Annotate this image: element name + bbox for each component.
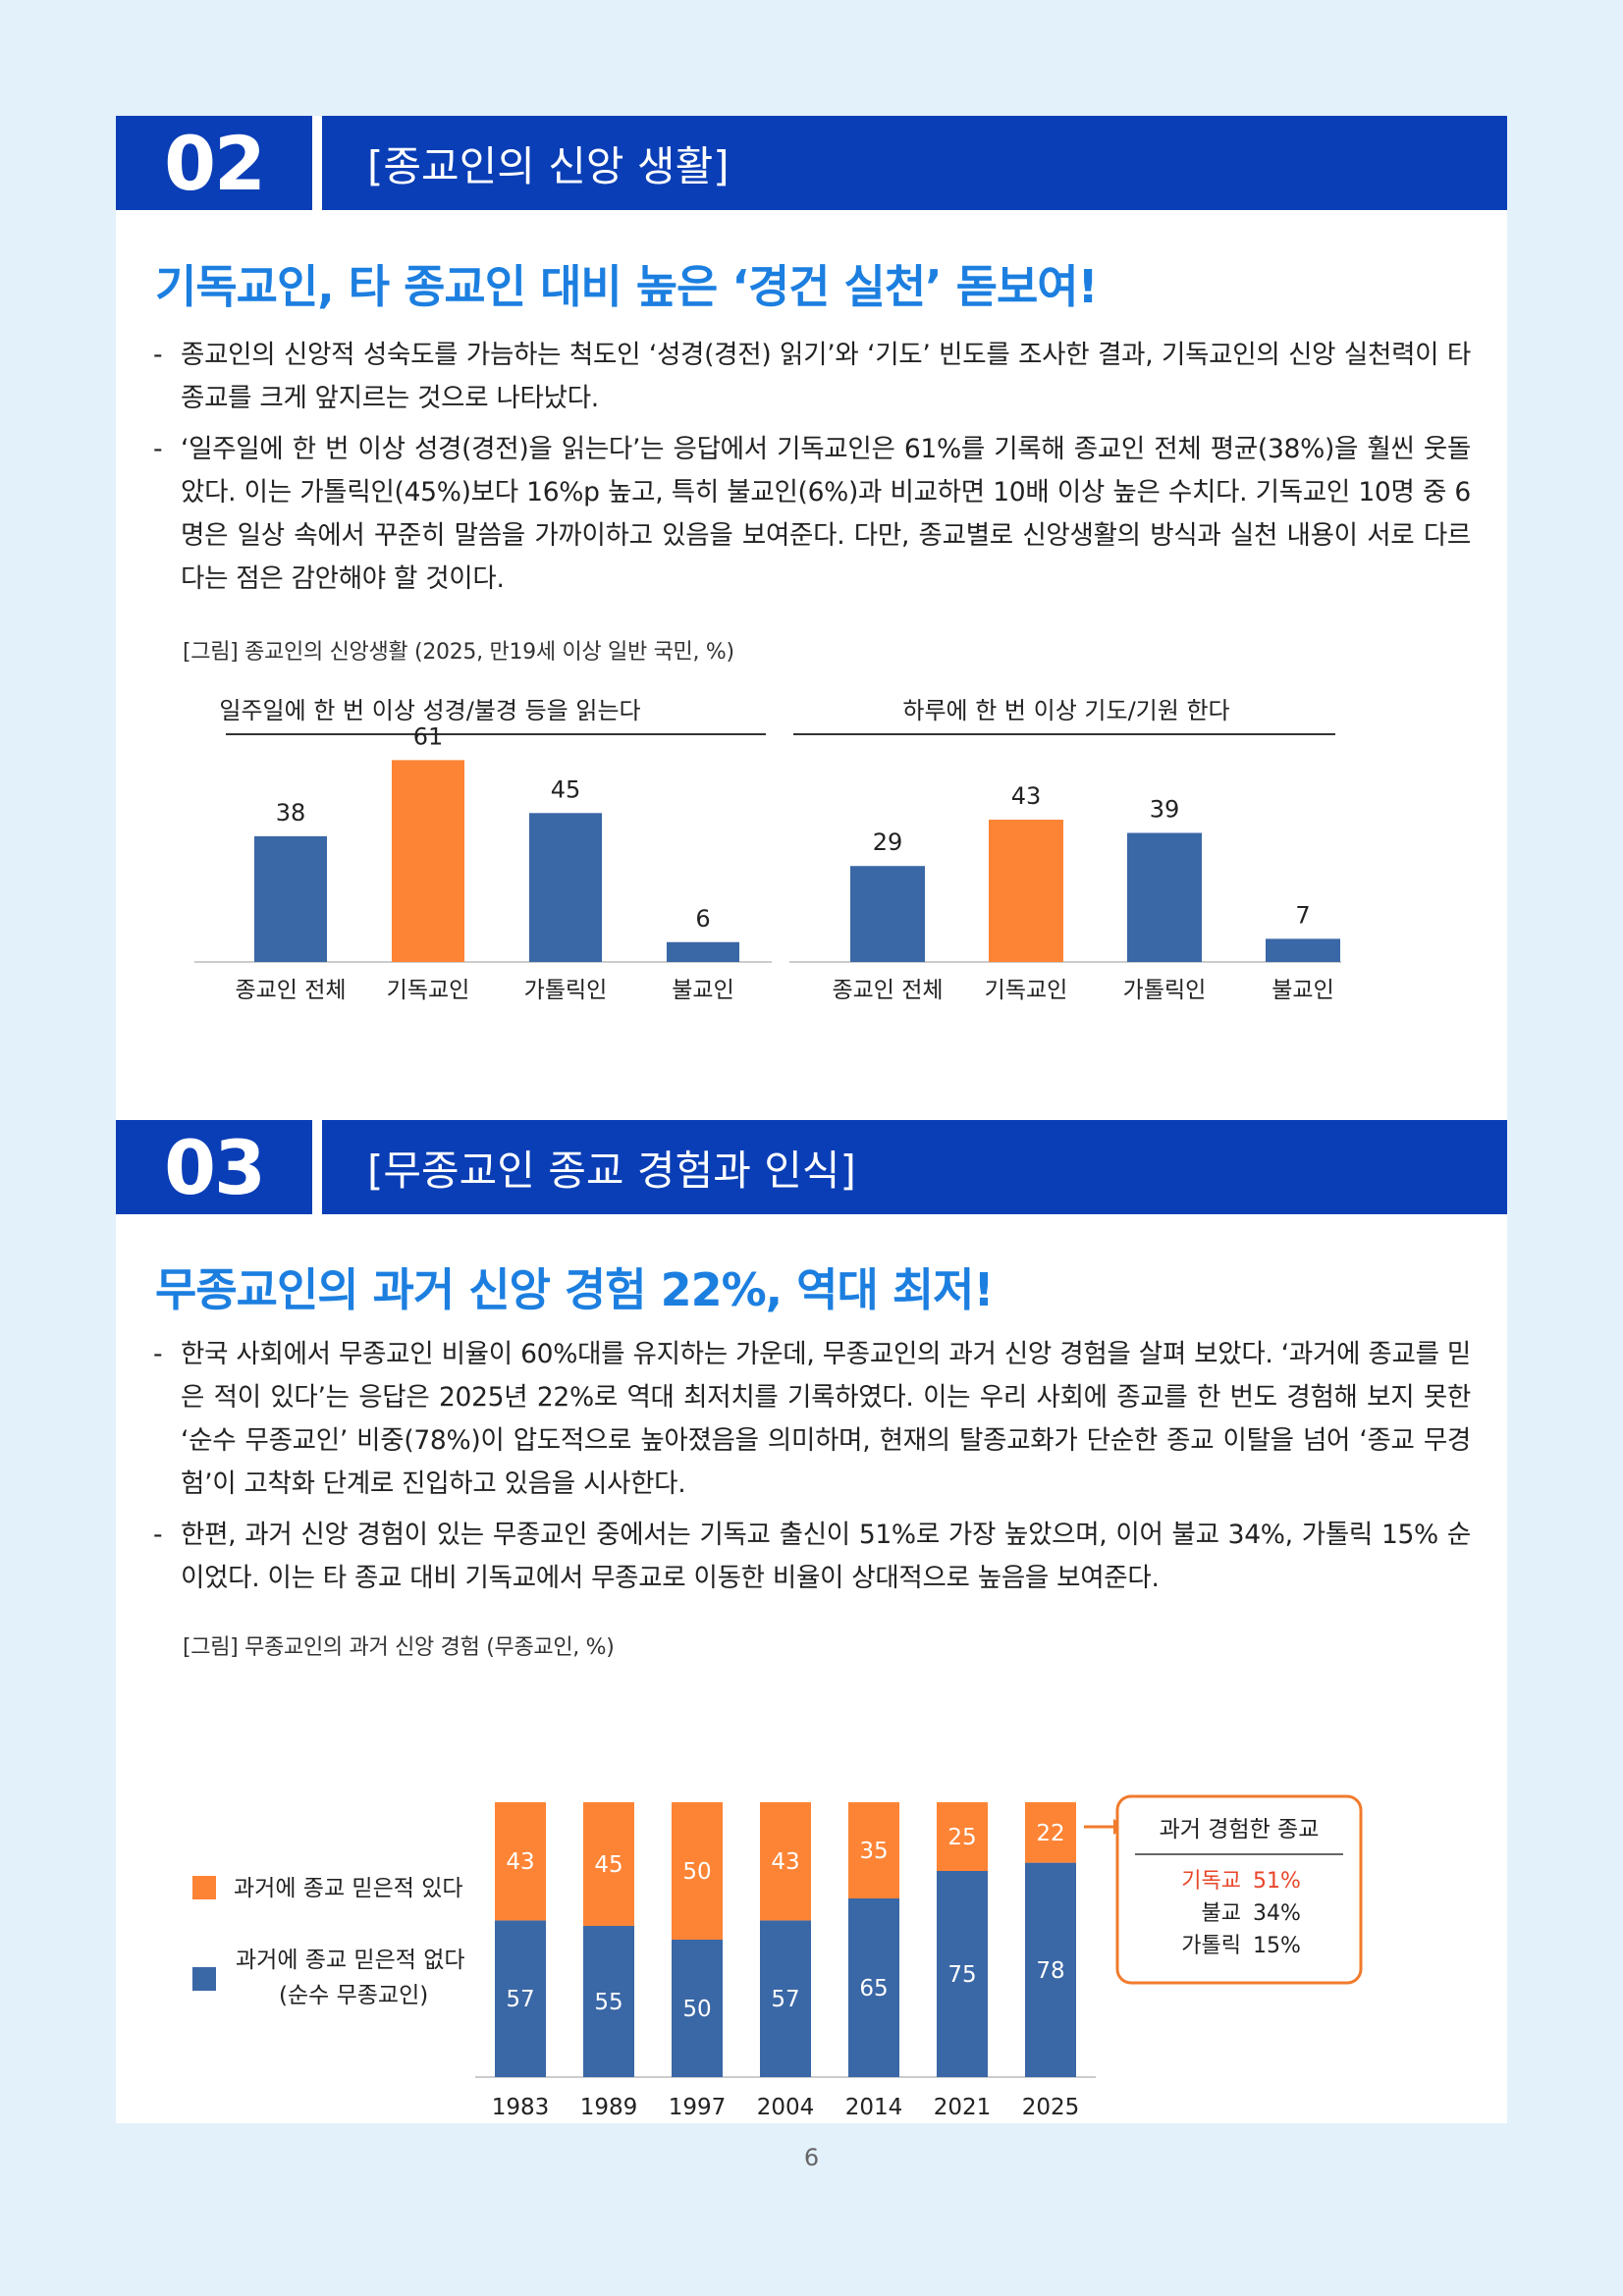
bar-segment-never [937, 1871, 988, 2077]
bullet-item: - 종교인의 신앙적 성숙도를 가늠하는 척도인 ‘성경(경전) 읽기’와 ‘기도… [153, 340, 1471, 413]
year-label: 2021 [934, 2095, 992, 2118]
legend-label: (순수 무종교인) [279, 1983, 428, 2008]
figure-caption: [그림] 종교인의 신앙생활 (2025, 만19세 이상 일반 국민, %) [183, 640, 734, 665]
callout-value: 51% [1253, 1869, 1301, 1894]
bar-segment-past [848, 1802, 899, 1898]
bar-segment-never [848, 1898, 899, 2077]
section-number: 03 [116, 1120, 312, 1214]
year-label: 2004 [757, 2095, 815, 2118]
bar [667, 941, 739, 962]
category-label: 불교인 [1271, 978, 1333, 1003]
bar-segment-past [672, 1802, 723, 1940]
bar [254, 835, 327, 962]
chart-title: 하루에 한 번 이상 기도/기원 한다 [902, 697, 1229, 724]
data-label: 50 [682, 1997, 711, 2022]
section-03-headline: 무종교인의 과거 신앙 경험 22%, 역대 최저! [155, 1263, 994, 1316]
bar-segment-never [583, 1926, 634, 2077]
data-label: 39 [1150, 796, 1180, 824]
bullet-item: - 한편, 과거 신앙 경험이 있는 무종교인 중에서는 기독교 출신이 51%로… [153, 1520, 1471, 1593]
data-label: 38 [276, 799, 306, 827]
report-page: 02 [종교인의 신앙 생활] 기독교인, 타 종교인 대비 높은 ‘경건 실천… [116, 116, 1507, 2123]
bar [529, 813, 602, 962]
data-label: 50 [682, 1859, 711, 1885]
section-02-bullets: - 종교인의 신앙적 성숙도를 가늠하는 척도인 ‘성경(경전) 읽기’와 ‘기도… [153, 334, 1471, 609]
section-title: [종교인의 신앙 생활] [322, 116, 1507, 210]
data-label: 45 [594, 1852, 622, 1878]
data-label: 35 [859, 1839, 888, 1864]
bar-segment-never [495, 1920, 546, 2077]
bar-segment-past [495, 1802, 546, 1921]
data-label: 57 [506, 1987, 534, 2012]
callout-religion: 불교 [1202, 1901, 1241, 1926]
data-label: 75 [947, 1962, 976, 1988]
legend-swatch-never [192, 1967, 216, 1991]
bar [989, 820, 1063, 962]
bullet-item: - ‘일주일에 한 번 이상 성경(경전)을 읽는다’는 응답에서 기독교인은 6… [153, 434, 1471, 594]
data-label: 78 [1036, 1958, 1064, 1984]
bar [850, 866, 925, 962]
category-label: 종교인 전체 [832, 978, 943, 1003]
data-label: 43 [1011, 782, 1042, 810]
data-label: 57 [771, 1987, 799, 2012]
section-number: 02 [116, 116, 312, 210]
bar-segment-past [1025, 1802, 1076, 1863]
category-label: 종교인 전체 [235, 978, 346, 1003]
callout-value: 34% [1253, 1901, 1301, 1926]
stacked-bar-past-religion: 57 43 1983 55 45 1989 50 50 1997 57 43 2004 65 35 2014… [192, 1794, 1363, 2118]
bar-chart-prayer: 하루에 한 번 이상 기도/기원 한다 29 종교인 전체 43 기독교인 39 가톨릭인… [789, 697, 1341, 1003]
callout-religion: 기독교 [1181, 1869, 1241, 1894]
bar-segment-past [583, 1802, 634, 1926]
data-label: 43 [506, 1849, 534, 1875]
page-number: 6 [803, 2144, 820, 2171]
bar-chart-bible-reading: 일주일에 한 번 이상 성경/불경 등을 읽는다 38 종교인 전체 61 기독교인 4… [194, 697, 772, 1003]
section-02-header: 02 [종교인의 신앙 생활] [116, 116, 1507, 210]
year-label: 2014 [845, 2095, 903, 2118]
category-label: 가톨릭인 [524, 978, 608, 1003]
bar-segment-past [937, 1802, 988, 1871]
data-label: 45 [551, 775, 581, 803]
section-02-headline: 기독교인, 타 종교인 대비 높은 ‘경건 실천’ 돋보여! [155, 260, 1099, 313]
data-label: 22 [1036, 1821, 1064, 1846]
category-label: 기독교인 [387, 978, 470, 1003]
chart-title: 일주일에 한 번 이상 성경/불경 등을 읽는다 [219, 697, 640, 724]
section-03-header: 03 [무종교인 종교 경험과 인식] [116, 1120, 1507, 1214]
data-label: 6 [695, 905, 710, 933]
year-label: 2025 [1022, 2095, 1080, 2118]
section-03-bullets: - 한국 사회에서 무종교인 비율이 60%대를 유지하는 가운데, 무종교인의 … [153, 1333, 1471, 1608]
data-label: 43 [771, 1849, 799, 1875]
legend-swatch-past [192, 1876, 216, 1899]
data-label: 55 [594, 1990, 622, 2015]
bar [1266, 938, 1340, 962]
bar [392, 760, 464, 962]
callout-title: 과거 경험한 종교 [1160, 1817, 1320, 1842]
bar-segment-past [760, 1802, 811, 1921]
bar-segment-never [672, 1940, 723, 2077]
category-label: 가톨릭인 [1123, 978, 1207, 1003]
bar [1127, 832, 1202, 962]
year-label: 1989 [580, 2095, 638, 2118]
year-label: 1983 [492, 2095, 550, 2118]
data-label: 25 [947, 1825, 976, 1850]
legend-label: 과거에 종교 믿은적 없다 [236, 1948, 465, 1973]
callout-religion: 가톨릭 [1181, 1934, 1241, 1958]
legend-label: 과거에 종교 믿은적 있다 [234, 1876, 463, 1901]
data-label: 29 [873, 828, 903, 856]
bar-segment-never [760, 1920, 811, 2077]
bullet-item: - 한국 사회에서 무종교인 비율이 60%대를 유지하는 가운데, 무종교인의 … [153, 1339, 1471, 1499]
figure-caption: [그림] 무종교인의 과거 신앙 경험 (무종교인, %) [183, 1635, 615, 1660]
section-title: [무종교인 종교 경험과 인식] [322, 1120, 1507, 1214]
data-label: 7 [1295, 901, 1310, 929]
year-label: 1997 [669, 2095, 727, 2118]
category-label: 불교인 [672, 978, 733, 1003]
data-label: 65 [859, 1976, 888, 2002]
category-label: 기독교인 [985, 978, 1068, 1003]
callout-value: 15% [1253, 1934, 1301, 1958]
data-label: 61 [413, 722, 444, 750]
bar-segment-never [1025, 1862, 1076, 2077]
